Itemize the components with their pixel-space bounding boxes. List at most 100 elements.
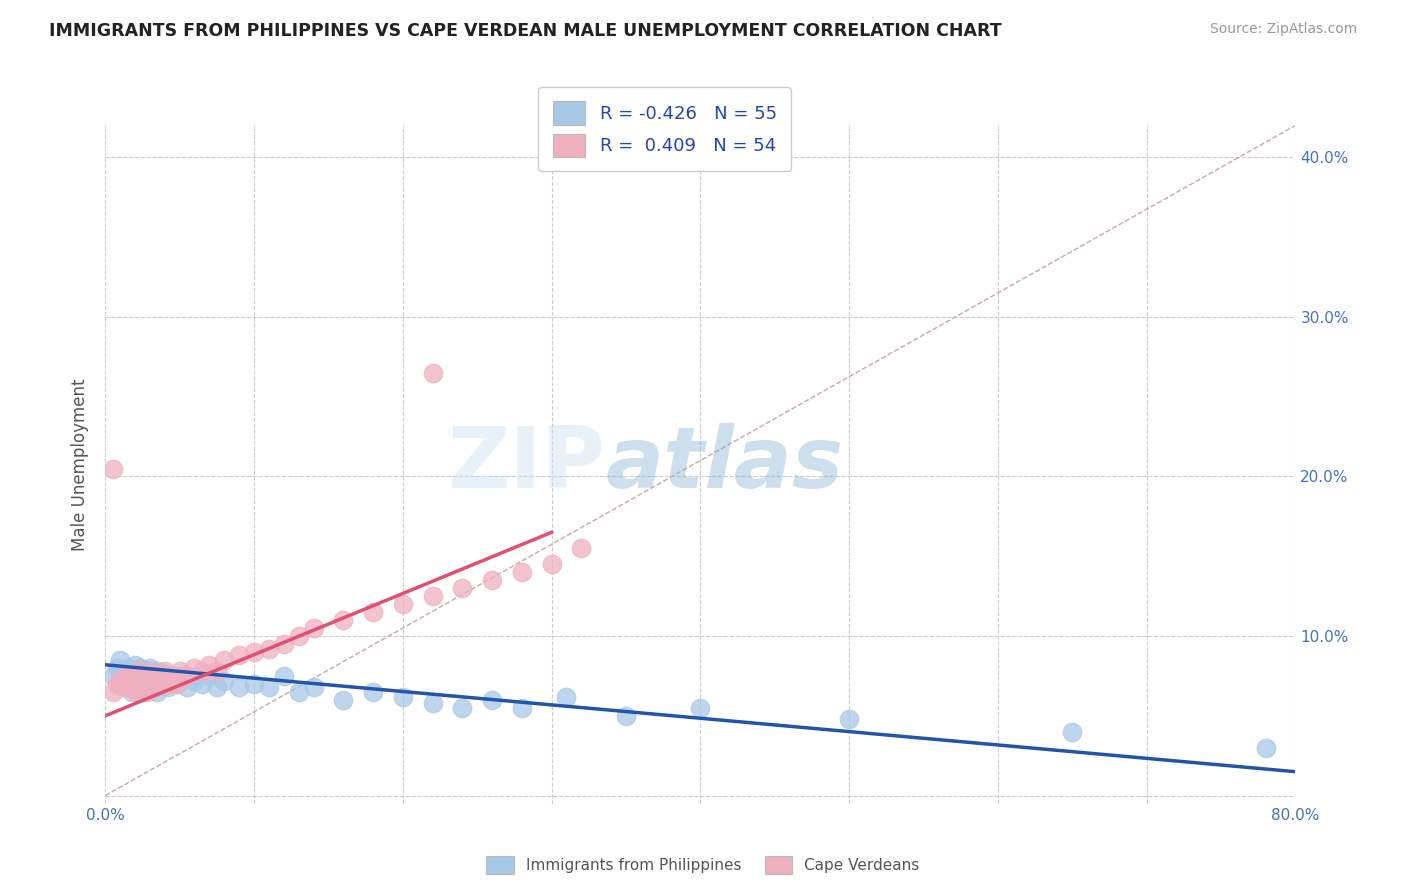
Point — [257, 641, 280, 656]
Point — [422, 696, 444, 710]
Point — [228, 680, 250, 694]
Point — [153, 664, 176, 678]
Point — [198, 669, 221, 683]
Point — [148, 677, 170, 691]
Point — [127, 664, 149, 678]
Point — [142, 673, 165, 688]
Point — [159, 673, 181, 688]
Point — [838, 712, 860, 726]
Point — [689, 701, 711, 715]
Point — [212, 673, 235, 688]
Point — [142, 669, 165, 683]
Point — [150, 673, 173, 688]
Point — [117, 661, 139, 675]
Point — [139, 677, 162, 691]
Point — [1254, 740, 1277, 755]
Point — [150, 673, 173, 688]
Point — [121, 669, 143, 683]
Point — [361, 685, 384, 699]
Text: atlas: atlas — [605, 423, 844, 506]
Point — [332, 693, 354, 707]
Point — [127, 677, 149, 691]
Point — [287, 685, 309, 699]
Point — [127, 667, 149, 681]
Text: IMMIGRANTS FROM PHILIPPINES VS CAPE VERDEAN MALE UNEMPLOYMENT CORRELATION CHART: IMMIGRANTS FROM PHILIPPINES VS CAPE VERD… — [49, 22, 1002, 40]
Point — [139, 661, 162, 675]
Point — [115, 669, 138, 683]
Point — [176, 680, 198, 694]
Point — [101, 669, 124, 683]
Point — [139, 677, 162, 691]
Point — [332, 613, 354, 627]
Point — [108, 677, 131, 691]
Point — [191, 677, 214, 691]
Point — [121, 685, 143, 699]
Point — [302, 621, 325, 635]
Point — [101, 461, 124, 475]
Point — [257, 680, 280, 694]
Point — [481, 573, 503, 587]
Point — [156, 677, 179, 691]
Point — [191, 664, 214, 678]
Point — [108, 653, 131, 667]
Point — [540, 558, 562, 572]
Point — [287, 629, 309, 643]
Point — [555, 690, 578, 704]
Point — [146, 669, 169, 683]
Point — [205, 664, 228, 678]
Point — [124, 673, 146, 688]
Point — [105, 677, 128, 691]
Point — [131, 673, 153, 688]
Point — [510, 566, 533, 580]
Point — [422, 589, 444, 603]
Point — [118, 680, 141, 694]
Point — [105, 661, 128, 675]
Point — [124, 677, 146, 691]
Point — [135, 673, 157, 688]
Point — [117, 673, 139, 688]
Legend: Immigrants from Philippines, Cape Verdeans: Immigrants from Philippines, Cape Verdea… — [481, 850, 925, 880]
Point — [1062, 724, 1084, 739]
Point — [143, 680, 166, 694]
Point — [481, 693, 503, 707]
Point — [129, 661, 152, 675]
Point — [124, 657, 146, 672]
Point — [273, 637, 295, 651]
Point — [145, 680, 167, 694]
Point — [361, 605, 384, 619]
Point — [422, 366, 444, 380]
Point — [391, 597, 413, 611]
Point — [131, 685, 153, 699]
Point — [156, 680, 179, 694]
Point — [135, 680, 157, 694]
Point — [127, 680, 149, 694]
Point — [169, 664, 191, 678]
Point — [243, 645, 266, 659]
Point — [228, 648, 250, 663]
Point — [198, 657, 221, 672]
Point — [391, 690, 413, 704]
Point — [183, 661, 205, 675]
Point — [146, 685, 169, 699]
Legend: R = -0.426   N = 55, R =  0.409   N = 54: R = -0.426 N = 55, R = 0.409 N = 54 — [538, 87, 792, 171]
Point — [569, 541, 592, 556]
Point — [160, 671, 183, 685]
Point — [510, 701, 533, 715]
Point — [153, 667, 176, 681]
Point — [121, 680, 143, 694]
Point — [302, 680, 325, 694]
Point — [451, 581, 474, 595]
Point — [183, 673, 205, 688]
Point — [139, 664, 162, 678]
Point — [451, 701, 474, 715]
Point — [146, 664, 169, 678]
Point — [112, 680, 135, 694]
Point — [205, 680, 228, 694]
Point — [129, 673, 152, 688]
Point — [273, 669, 295, 683]
Point — [614, 709, 637, 723]
Point — [121, 664, 143, 678]
Point — [117, 677, 139, 691]
Text: ZIP: ZIP — [447, 423, 605, 506]
Point — [108, 673, 131, 688]
